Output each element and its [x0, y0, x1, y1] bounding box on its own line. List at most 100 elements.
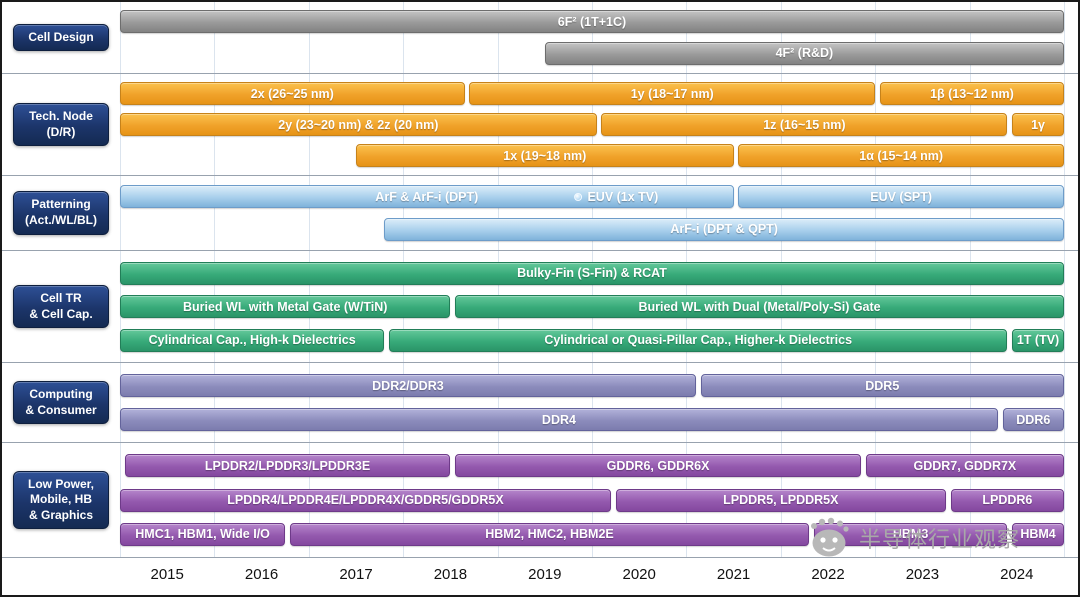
year-gridline: [969, 363, 971, 442]
bar-label-euv-1x-tv: EUV (1x TV): [574, 190, 658, 204]
year-tick-2024: 2024: [1000, 566, 1034, 583]
bar-rows: ArF & ArF-i (DPT) EUV (1x TV) EUV (SPT) ArF…: [120, 176, 1064, 250]
bar-label: Bulky-Fin (S-Fin) & RCAT: [517, 266, 667, 280]
axis-spacer: [2, 558, 120, 595]
year-tick-2018: 2018: [433, 566, 468, 583]
bar-label: 1T (TV): [1016, 333, 1060, 347]
bar-label: ArF-i (DPT & QPT): [670, 222, 778, 237]
bar-label: 1z (16~15 nm): [763, 117, 846, 132]
year-tick-2021: 2021: [716, 566, 751, 583]
year-gridline: [780, 176, 782, 250]
watermark-text: 半导体行业观察: [858, 528, 1020, 553]
bar-row: Bulky-Fin (S-Fin) & RCAT: [120, 261, 1064, 285]
category-label-cell: Patterning (Act./WL/BL): [2, 176, 120, 250]
bar-gddr6-gddr6x: GDDR6, GDDR6X: [455, 454, 862, 478]
section-cell-tr-cell-cap: Cell TR & Cell Cap. Bulky-Fin (S-Fin) & R…: [2, 251, 1078, 363]
bar-rows: LPDDR2/LPDDR3/LPDDR3E GDDR6, GDDR6X GDDR7,…: [120, 443, 1064, 557]
year-tick-2015: 2015: [150, 566, 184, 583]
watermark: 半导体行业观察: [806, 517, 1020, 559]
bar-2y-23-20-nm-2z-20-nm: 2y (23~20 nm) & 2z (20 nm): [120, 113, 597, 136]
bar-row: DDR2/DDR3 DDR5: [120, 374, 1064, 397]
bar-row: 6F² (1T+1C): [120, 10, 1064, 34]
bar-label: DDR6: [1016, 412, 1051, 427]
bar-row: LPDDR2/LPDDR3/LPDDR3E GDDR6, GDDR6X GDDR7,…: [120, 454, 1064, 478]
year-gridline: [497, 2, 499, 73]
year-gridline: [497, 176, 499, 250]
bar-label: GDDR7, GDDR7X: [913, 458, 1017, 473]
bar-4f-r-d: 4F² (R&D): [544, 41, 1064, 65]
section-patterning-act-wl-bl: Patterning (Act./WL/BL) ArF & ArF-i (DPT)…: [2, 176, 1078, 251]
year-gridline: [497, 363, 499, 442]
bar-label: 2x (26~25 nm): [250, 86, 334, 101]
year-gridline: [120, 363, 121, 442]
bar-buried-wl-with-metal-gate-w-tin: Buried WL with Metal Gate (W/TiN): [120, 295, 451, 318]
year-gridline: [875, 176, 877, 250]
year-tick-2022: 2022: [811, 566, 845, 583]
bar-bulky-fin-s-fin-rcat: Bulky-Fin (S-Fin) & RCAT: [120, 261, 1064, 285]
year-gridline: [214, 176, 216, 250]
bar-row: 2y (23~20 nm) & 2z (20 nm) 1z (16~15 nm) 1…: [120, 113, 1064, 136]
bar-1x-19-18-nm: 1x (19~18 nm): [356, 144, 734, 167]
bar-label: Cylindrical or Quasi-Pillar Cap., Higher…: [544, 333, 853, 347]
year-tick-2017: 2017: [339, 566, 373, 583]
chart-sections: Cell Design 6F² (1T+1C) 4F² (R&D) Tech. Nod…: [2, 2, 1078, 558]
year-gridline: [308, 176, 310, 250]
bar-1: 1γ: [1012, 113, 1064, 136]
bar-hbm3: HBM3: [813, 522, 1008, 546]
bar-row: LPDDR4/LPDDR4E/LPDDR4X/GDDR5/GDDR5X LPDDR…: [120, 488, 1064, 512]
bar-lpddr6: LPDDR6: [950, 488, 1064, 512]
x-axis: 2015 2016 2017 2018 2019 2020 2021 2022 2023 2024: [2, 558, 1078, 595]
bar-rows: DDR2/DDR3 DDR5 DDR4 DDR6: [120, 363, 1064, 442]
year-tick-2023: 2023: [905, 566, 940, 583]
bar-label: LPDDR6: [982, 493, 1033, 507]
year-gridline: [1064, 2, 1065, 73]
bar-euv-spt: EUV (SPT): [738, 185, 1064, 209]
section-computing-consumer: Computing & Consumer DDR2/DDR3 DDR5 DDR4 DDR…: [2, 363, 1078, 443]
year-gridline: [214, 363, 216, 442]
bar-ddr6: DDR6: [1002, 408, 1064, 431]
bar-hbm2-hmc2-hbm2e: HBM2, HMC2, HBM2E: [289, 522, 810, 546]
category-label-low-power-mobile-hb-graphics: Low Power, Mobile, HB & Graphics: [13, 470, 109, 530]
year-tick-2016: 2016: [244, 566, 279, 583]
category-label-cell: Computing & Consumer: [2, 363, 120, 442]
axis-year-labels: 2015 2016 2017 2018 2019 2020 2021 2022 2023 2024: [120, 558, 1064, 595]
bar-label-text: EUV (1x TV): [587, 189, 659, 204]
year-gridline: [308, 363, 310, 442]
year-gridline: [1064, 74, 1065, 175]
year-gridline: [120, 2, 121, 73]
year-gridline: [592, 176, 593, 250]
year-tick-2019: 2019: [528, 566, 562, 583]
category-label-cell: Low Power, Mobile, HB & Graphics: [2, 443, 120, 557]
year-gridline: [686, 363, 688, 442]
bar-6f-1t-1c: 6F² (1T+1C): [120, 10, 1064, 34]
year-gridline: [403, 2, 405, 73]
bar-rows: 6F² (1T+1C) 4F² (R&D): [120, 2, 1064, 73]
bar-row: 1x (19~18 nm) 1α (15~14 nm): [120, 144, 1064, 167]
category-label-cell-tr-cell-cap: Cell TR & Cell Cap.: [13, 284, 109, 329]
year-gridline: [403, 176, 405, 250]
section-low-power-mobile-hb-graphics: Low Power, Mobile, HB & Graphics LPDDR2/L…: [2, 443, 1078, 558]
bar-label: 1β (13~12 nm): [930, 86, 1014, 101]
bar-cylindrical-or-quasi-pillar-cap-higher-k-dielectrics: Cylindrical or Quasi-Pillar Cap., Higher…: [389, 328, 1008, 352]
bar-label: HBM3: [892, 527, 929, 542]
bar-row: ArF & ArF-i (DPT) EUV (1x TV) EUV (SPT): [120, 185, 1064, 209]
category-label-cell: Cell TR & Cell Cap.: [2, 251, 120, 362]
year-gridline: [969, 176, 971, 250]
bar-row: DDR4 DDR6: [120, 408, 1064, 431]
bar-label: LPDDR5, LPDDR5X: [723, 493, 839, 507]
plot-area: LPDDR2/LPDDR3/LPDDR3E GDDR6, GDDR6X GDDR7,…: [120, 443, 1065, 557]
bar-2x-26-25-nm: 2x (26~25 nm): [120, 82, 465, 105]
bar-label: DDR4: [541, 412, 576, 427]
year-gridline: [403, 363, 405, 442]
bar-ddr2-ddr3: DDR2/DDR3: [120, 374, 696, 397]
euv-bullet-icon: [574, 192, 583, 201]
year-gridline: [1064, 251, 1065, 362]
year-gridline: [1064, 443, 1065, 557]
year-gridline: [686, 176, 688, 250]
plot-area: Bulky-Fin (S-Fin) & RCAT Buried WL with M…: [120, 251, 1065, 362]
bar-1-13-12-nm: 1β (13~12 nm): [879, 82, 1064, 105]
year-gridline: [969, 2, 971, 73]
category-label-cell-design: Cell Design: [13, 23, 109, 52]
year-gridline: [1064, 363, 1065, 442]
